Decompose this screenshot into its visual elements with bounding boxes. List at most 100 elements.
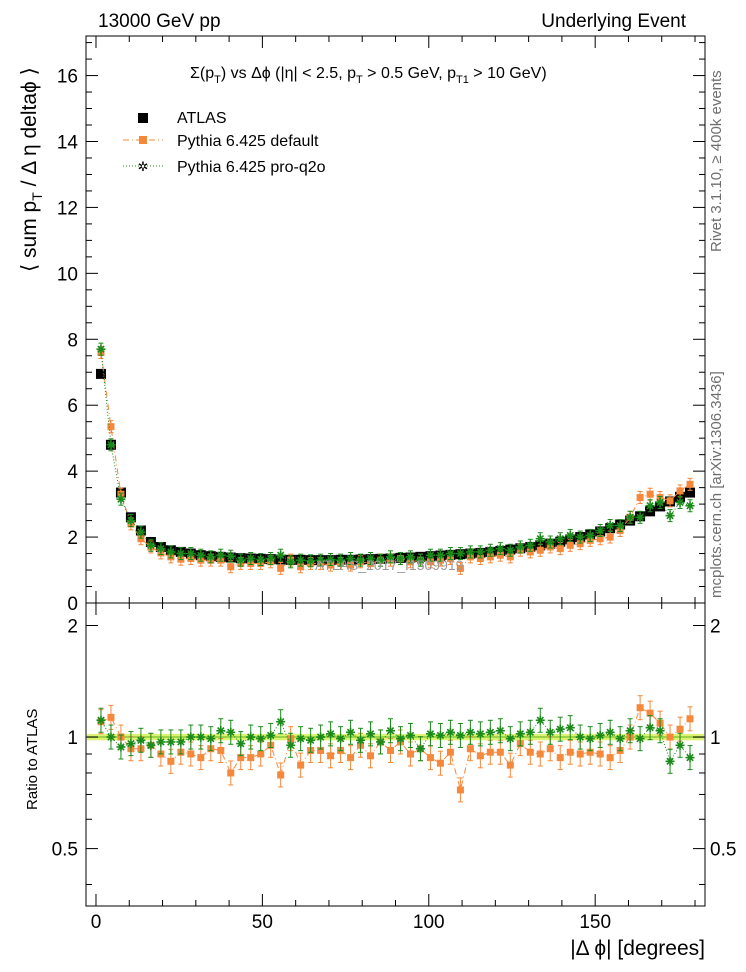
data-point-pythia-6-425-pro-q2o bbox=[226, 551, 236, 561]
data-point-pythia-6-425-pro-q2o bbox=[395, 553, 405, 563]
data-point-pythia-6-425-pro-q2o bbox=[505, 545, 515, 555]
y-tick-label: 4 bbox=[67, 462, 78, 483]
data-point-pythia-6-425-pro-q2o bbox=[386, 726, 396, 736]
data-point-pythia-6-425-pro-q2o bbox=[296, 555, 306, 565]
ratio-panel-data bbox=[96, 695, 695, 803]
data-point-pythia-6-425-pro-q2o bbox=[196, 550, 206, 560]
data-point-pythia-6-425-default bbox=[107, 423, 115, 431]
data-point-pythia-6-425-pro-q2o bbox=[665, 756, 675, 766]
legend-entry-pythia-default: Pythia 6.425 default bbox=[123, 133, 319, 150]
data-point-pythia-6-425-pro-q2o bbox=[236, 739, 246, 749]
data-point-pythia-6-425-pro-q2o bbox=[376, 737, 386, 747]
data-point-pythia-6-425-default bbox=[456, 786, 464, 794]
data-point-pythia-6-425-pro-q2o bbox=[346, 727, 356, 737]
legend: ATLAS Pythia 6.425 default ✲ Pythia 6.42… bbox=[123, 110, 326, 176]
data-point-pythia-6-425-pro-q2o bbox=[575, 532, 585, 542]
data-point-pythia-6-425-default bbox=[596, 750, 604, 758]
ratio-y-axis-label: Ratio to ATLAS bbox=[24, 709, 41, 810]
ratio-y-tick-label-right: 0.5 bbox=[710, 840, 736, 861]
data-point-pythia-6-425-default bbox=[596, 535, 604, 543]
data-point-pythia-6-425-default bbox=[646, 709, 654, 717]
data-point-pythia-6-425-default bbox=[456, 564, 464, 572]
data-point-pythia-6-425-default bbox=[646, 490, 654, 498]
data-point-pythia-6-425-pro-q2o bbox=[156, 737, 166, 747]
data-point-pythia-6-425-default bbox=[227, 769, 235, 777]
ratio-y-tick-label-right: 2 bbox=[710, 616, 721, 637]
data-point-pythia-6-425-pro-q2o bbox=[585, 530, 595, 540]
data-point-pythia-6-425-default bbox=[387, 746, 395, 754]
data-point-pythia-6-425-pro-q2o bbox=[395, 734, 405, 744]
data-point-pythia-6-425-pro-q2o bbox=[356, 555, 366, 565]
data-point-pythia-6-425-default bbox=[297, 761, 305, 769]
data-point-pythia-6-425-pro-q2o bbox=[565, 723, 575, 733]
data-point-pythia-6-425-pro-q2o bbox=[455, 549, 465, 559]
ratio-reference-band bbox=[87, 733, 704, 741]
data-point-pythia-6-425-default bbox=[466, 745, 474, 753]
data-point-pythia-6-425-pro-q2o bbox=[376, 555, 386, 565]
ratio-y-tick-label: 2 bbox=[67, 616, 78, 637]
legend-marker-atlas bbox=[138, 113, 148, 123]
data-point-pythia-6-425-pro-q2o bbox=[435, 550, 445, 560]
data-point-pythia-6-425-default bbox=[496, 551, 504, 559]
data-point-pythia-6-425-default bbox=[496, 748, 504, 756]
data-point-pythia-6-425-pro-q2o bbox=[525, 540, 535, 550]
data-point-pythia-6-425-pro-q2o bbox=[276, 717, 286, 727]
data-point-pythia-6-425-pro-q2o bbox=[675, 497, 685, 507]
data-point-pythia-6-425-default bbox=[187, 750, 195, 758]
data-point-pythia-6-425-pro-q2o bbox=[106, 440, 116, 450]
data-point-pythia-6-425-pro-q2o bbox=[276, 550, 286, 560]
data-point-pythia-6-425-pro-q2o bbox=[336, 734, 346, 744]
data-point-pythia-6-425-pro-q2o bbox=[206, 552, 216, 562]
legend-entry-pythia-pro-q2o: ✲ Pythia 6.425 pro-q2o bbox=[123, 159, 326, 176]
data-point-pythia-6-425-pro-q2o bbox=[675, 740, 685, 750]
legend-label-pythia-default: Pythia 6.425 default bbox=[177, 133, 319, 150]
data-point-pythia-6-425-default bbox=[367, 752, 375, 760]
y-tick-label: 16 bbox=[57, 67, 78, 88]
data-point-pythia-6-425-pro-q2o bbox=[136, 527, 146, 537]
legend-marker-pythia-default bbox=[139, 136, 147, 144]
data-point-pythia-6-425-default bbox=[576, 540, 584, 548]
data-point-pythia-6-425-pro-q2o bbox=[635, 512, 645, 522]
data-point-pythia-6-425-pro-q2o bbox=[166, 737, 176, 747]
data-point-pythia-6-425-default bbox=[217, 746, 225, 754]
data-point-pythia-6-425-pro-q2o bbox=[246, 732, 256, 742]
data-point-pythia-6-425-pro-q2o bbox=[266, 730, 276, 740]
data-point-pythia-6-425-pro-q2o bbox=[535, 715, 545, 725]
data-point-pythia-6-425-pro-q2o bbox=[615, 521, 625, 531]
beam-label: 13000 GeV pp bbox=[98, 11, 221, 32]
data-point-pythia-6-425-default bbox=[666, 497, 674, 505]
data-point-pythia-6-425-default bbox=[676, 487, 684, 495]
data-point-pythia-6-425-pro-q2o bbox=[655, 726, 665, 736]
data-point-pythia-6-425-default bbox=[586, 748, 594, 756]
data-point-pythia-6-425-default bbox=[666, 733, 674, 741]
data-point-pythia-6-425-pro-q2o bbox=[595, 525, 605, 535]
data-point-pythia-6-425-default bbox=[406, 750, 414, 758]
data-point-pythia-6-425-default bbox=[297, 563, 305, 571]
y-tick-label: 14 bbox=[57, 132, 79, 153]
x-tick-label: 0 bbox=[91, 912, 102, 933]
y-tick-label: 6 bbox=[67, 396, 78, 417]
data-point-pythia-6-425-pro-q2o bbox=[266, 553, 276, 563]
legend-marker-pythia-pro-q2o: ✲ bbox=[138, 159, 149, 174]
data-point-pythia-6-425-default bbox=[426, 558, 434, 566]
data-point-pythia-6-425-default bbox=[277, 771, 285, 779]
data-point-pythia-6-425-pro-q2o bbox=[136, 735, 146, 745]
main-panel-data bbox=[95, 342, 696, 575]
data-point-pythia-6-425-pro-q2o bbox=[286, 557, 296, 567]
data-point-pythia-6-425-pro-q2o bbox=[495, 544, 505, 554]
data-point-pythia-6-425-default bbox=[277, 564, 285, 572]
data-point-pythia-6-425-pro-q2o bbox=[565, 530, 575, 540]
data-point-pythia-6-425-pro-q2o bbox=[166, 547, 176, 557]
data-point-pythia-6-425-pro-q2o bbox=[246, 553, 256, 563]
data-point-pythia-6-425-pro-q2o bbox=[505, 734, 515, 744]
y-tick-label: 0 bbox=[67, 594, 78, 615]
data-point-pythia-6-425-pro-q2o bbox=[615, 734, 625, 744]
data-point-pythia-6-425-pro-q2o bbox=[286, 740, 296, 750]
data-point-pythia-6-425-default bbox=[526, 548, 534, 556]
analysis-category: Underlying Event bbox=[541, 11, 686, 32]
data-point-pythia-6-425-default bbox=[506, 553, 514, 561]
data-point-pythia-6-425-pro-q2o bbox=[455, 730, 465, 740]
data-point-pythia-6-425-pro-q2o bbox=[625, 512, 635, 522]
data-point-pythia-6-425-pro-q2o bbox=[485, 545, 495, 555]
data-point-pythia-6-425-pro-q2o bbox=[645, 723, 655, 733]
